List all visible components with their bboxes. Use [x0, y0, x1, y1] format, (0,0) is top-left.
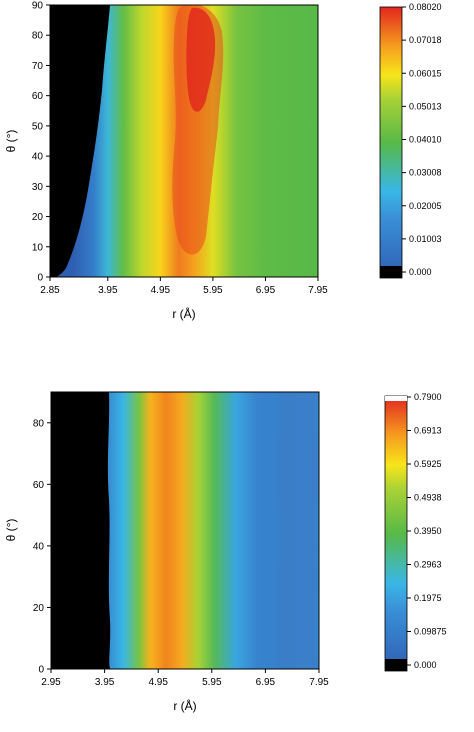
x-axis-label-2: r (Å) — [173, 698, 196, 713]
y-tick-label: 30 — [32, 182, 44, 193]
y-tick-label: 80 — [32, 31, 44, 42]
y-axis-label-1: θ (°) — [4, 130, 18, 153]
colorbar-tick-label: 0.6913 — [414, 426, 442, 436]
colorbar-tick-label: 0.06015 — [409, 68, 442, 78]
x-tick-label: 3.95 — [98, 285, 118, 296]
colorbar-tick-label: 0.08020 — [409, 2, 442, 12]
colorbar-tick-label: 0.04010 — [409, 135, 442, 145]
colorbar-2-gradient — [384, 395, 408, 672]
y-tick-label: 10 — [32, 242, 44, 253]
colorbar-1: 0.000 0.01003 0.02005 0.03008 0.04010 0.05013… — [379, 2, 442, 279]
colorbar-tick-label: 0.5925 — [414, 459, 442, 469]
x-tick-label: 5.95 — [202, 677, 222, 688]
y-tick-label: 90 — [32, 1, 44, 12]
x-tick-label: 4.95 — [148, 677, 168, 688]
x-tick-label: 2.95 — [41, 677, 61, 688]
colorbar-tick-label: 0.09875 — [414, 627, 447, 637]
colorbar-tick-label: 0.000 — [409, 267, 432, 277]
heatmap-1: 2.85 3.95 4.95 5.95 6.95 7.95 0 10 20 30 40 50 60 70 8… — [4, 1, 328, 322]
x-tick-label: 3.95 — [95, 677, 115, 688]
heatmap-1-excluded-region — [50, 5, 110, 277]
heatmap-2-excluded-region — [51, 392, 111, 669]
y-tick-label: 60 — [32, 91, 44, 102]
y-tick-label: 0 — [37, 273, 43, 284]
colorbar-tick-label: 0.01003 — [409, 234, 442, 244]
y-tick-label: 70 — [32, 61, 44, 72]
x-tick-label: 6.95 — [256, 285, 276, 296]
x-tick-label: 6.95 — [256, 677, 276, 688]
axes-2: 2.95 3.95 4.95 5.95 6.95 7.95 0 20 40 60 80 — [33, 418, 329, 688]
x-tick-label: 7.95 — [309, 677, 329, 688]
colorbar-tick-label: 0.4938 — [414, 493, 442, 503]
colorbar-tick-label: 0.03008 — [409, 168, 442, 178]
colorbar-1-ticks: 0.000 0.01003 0.02005 0.03008 0.04010 0.05013… — [402, 2, 442, 277]
colorbar-tick-label: 0.000 — [414, 660, 437, 670]
x-tick-label: 2.85 — [40, 285, 60, 296]
colorbar-2: 0.000 0.09875 0.1975 0.2963 0.3950 0.4938 0.59… — [384, 392, 447, 672]
y-tick-label: 0 — [38, 665, 44, 676]
colorbar-tick-label: 0.2963 — [414, 560, 442, 570]
colorbar-2-ticks: 0.000 0.09875 0.1975 0.2963 0.3950 0.4938 0.59… — [407, 392, 447, 670]
x-axis-label-1: r (Å) — [172, 306, 195, 321]
colorbar-tick-label: 0.02005 — [409, 201, 442, 211]
colorbar-tick-label: 0.1975 — [414, 593, 442, 603]
colorbar-1-zero-swatch — [380, 266, 402, 278]
heatmap-1-peak-max — [186, 7, 216, 112]
y-tick-label: 60 — [33, 480, 45, 491]
colorbar-2-top-swatch — [385, 396, 407, 401]
axes-1: 2.85 3.95 4.95 5.95 6.95 7.95 0 10 20 30 40 50 60 70 8… — [32, 1, 328, 297]
y-tick-label: 40 — [33, 541, 45, 552]
y-tick-label: 20 — [32, 212, 44, 223]
colorbar-1-gradient — [379, 6, 403, 279]
y-tick-label: 80 — [33, 418, 45, 429]
plot-frame-2 — [50, 391, 320, 670]
colorbar-tick-label: 0.05013 — [409, 101, 442, 111]
x-tick-label: 4.95 — [151, 285, 171, 296]
x-tick-label: 5.95 — [203, 285, 223, 296]
colorbar-2-zero-swatch — [385, 659, 407, 671]
colorbar-tick-label: 0.07018 — [409, 35, 442, 45]
y-tick-label: 50 — [32, 121, 44, 132]
x-tick-label: 7.95 — [308, 285, 328, 296]
y-tick-label: 40 — [32, 152, 44, 163]
plot-frame-1 — [49, 4, 319, 278]
colorbar-tick-label: 0.3950 — [414, 526, 442, 536]
colorbar-tick-label: 0.7900 — [414, 392, 442, 402]
heatmap-2-blue-band — [278, 392, 317, 669]
y-axis-label-2: θ (°) — [4, 519, 18, 542]
y-tick-label: 20 — [33, 603, 45, 614]
